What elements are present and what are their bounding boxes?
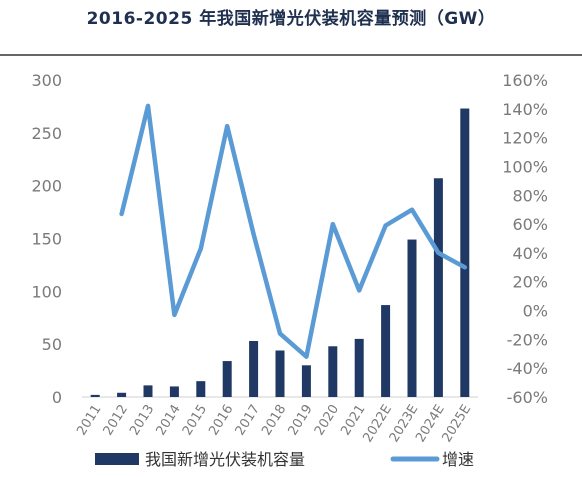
right-tick-label: 140% bbox=[502, 100, 548, 119]
left-tick-label: 150 bbox=[31, 230, 62, 249]
bar-series bbox=[90, 108, 470, 397]
bar-2024E bbox=[433, 178, 443, 397]
x-axis-ticks: 2011201220132014201520162017201820192020… bbox=[74, 402, 474, 445]
x-tick-label: 2015 bbox=[180, 402, 210, 438]
x-tick-label: 2012 bbox=[101, 402, 131, 438]
x-tick-label: 2020 bbox=[312, 402, 342, 438]
right-tick-label: 60% bbox=[512, 215, 548, 234]
right-tick-label: 160% bbox=[502, 71, 548, 90]
right-tick-label: -40% bbox=[507, 359, 548, 378]
x-tick-label: 2018 bbox=[259, 402, 289, 438]
left-tick-label: 200 bbox=[31, 177, 62, 196]
growth-line bbox=[119, 103, 468, 359]
bar-2011 bbox=[90, 394, 100, 397]
left-tick-label: 250 bbox=[31, 124, 62, 143]
x-tick-label: 2019 bbox=[286, 402, 316, 438]
x-tick-label: 2013 bbox=[127, 402, 157, 438]
bar-2022E bbox=[381, 305, 391, 397]
left-tick-label: 300 bbox=[31, 71, 62, 90]
right-tick-label: -20% bbox=[507, 330, 548, 349]
left-tick-label: 100 bbox=[31, 282, 62, 301]
x-tick-label: 2011 bbox=[74, 402, 104, 438]
bar-2019 bbox=[301, 365, 311, 397]
bar-2018 bbox=[275, 350, 285, 397]
left-tick-label: 50 bbox=[42, 335, 62, 354]
legend-label-line: 增速 bbox=[442, 450, 474, 469]
right-tick-label: 40% bbox=[512, 244, 548, 263]
x-tick-label: 2016 bbox=[206, 402, 236, 438]
legend: 我国新增光伏装机容量 增速 bbox=[95, 450, 474, 469]
bar-2014 bbox=[169, 386, 179, 397]
bar-2020 bbox=[328, 346, 338, 397]
line-series bbox=[119, 103, 468, 359]
bar-2016 bbox=[222, 361, 232, 397]
bar-2012 bbox=[117, 392, 127, 397]
right-tick-label: 120% bbox=[502, 129, 548, 148]
chart-title: 2016-2025 年我国新增光伏装机容量预测（GW） bbox=[86, 9, 496, 29]
x-tick-label: 2014 bbox=[154, 402, 184, 438]
legend-label-bar: 我国新增光伏装机容量 bbox=[145, 450, 305, 469]
x-tick-label: 2017 bbox=[233, 402, 263, 438]
left-tick-label: 0 bbox=[52, 388, 62, 407]
bar-2015 bbox=[196, 381, 206, 397]
right-tick-label: 20% bbox=[512, 273, 548, 292]
bar-2023E bbox=[407, 239, 417, 397]
bar-2013 bbox=[143, 385, 153, 397]
bar-2025E bbox=[460, 108, 470, 397]
bar-2021 bbox=[354, 338, 364, 397]
right-tick-label: 0% bbox=[523, 302, 548, 321]
bar-2017 bbox=[249, 340, 259, 397]
left-axis-ticks: 0 50 100 150 200 250 300 bbox=[31, 71, 62, 407]
legend-swatch-bar bbox=[95, 453, 139, 465]
right-tick-label: -60% bbox=[507, 388, 548, 407]
right-tick-label: 80% bbox=[512, 186, 548, 205]
right-axis-ticks: -60% -40% -20% 0% 20% 40% 60% 80% 100% 120% 140% 16… bbox=[502, 71, 548, 407]
right-tick-label: 100% bbox=[502, 157, 548, 176]
